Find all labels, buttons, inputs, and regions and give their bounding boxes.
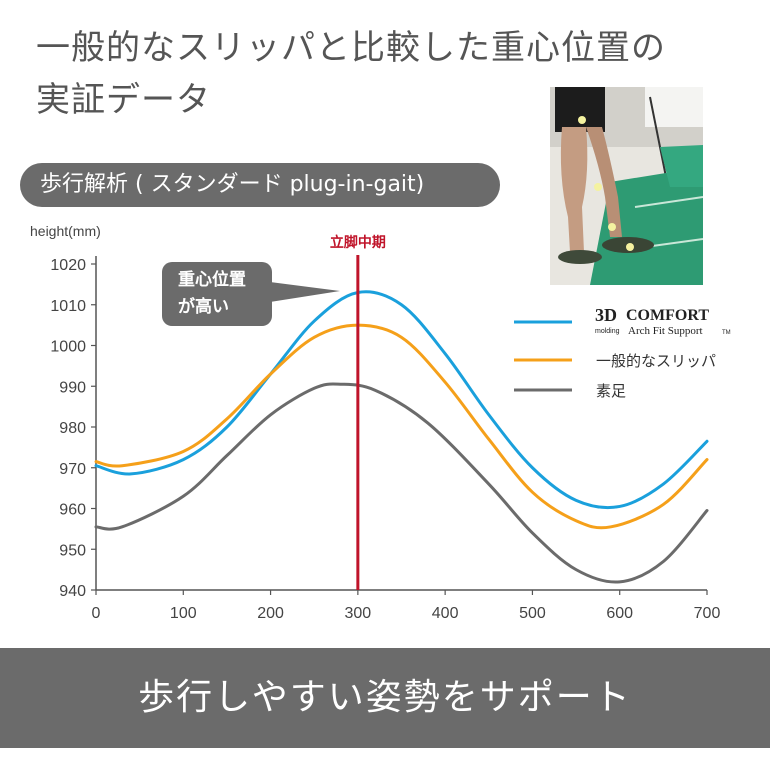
legend-label-barefoot: 素足 — [596, 382, 626, 400]
series-lines — [94, 290, 709, 584]
axes — [91, 256, 708, 595]
footer-banner: 歩行しやすい姿勢をサポート — [0, 648, 770, 748]
y-axis-label: height(mm) — [30, 223, 101, 239]
y-tick-label: 990 — [59, 379, 86, 396]
page-title-line2: 実証データ — [36, 80, 211, 120]
callout: 重心位置 が高い — [162, 262, 340, 326]
x-tick-label: 500 — [519, 605, 546, 622]
x-tick-label: 300 — [345, 605, 372, 622]
x-tick-labels: 0 100 200 300 400 500 600 700 — [92, 605, 721, 622]
series-line-barefoot — [94, 382, 709, 584]
y-tick-label: 960 — [59, 502, 86, 519]
legend-brand-sub: Arch Fit Support — [628, 325, 703, 337]
y-tick-label: 950 — [59, 542, 86, 559]
callout-box — [162, 262, 272, 326]
analysis-badge: 歩行解析 ( スタンダード plug-in-gait) — [20, 163, 500, 207]
x-tick-label: 600 — [606, 605, 633, 622]
gait-photo-illustration — [550, 87, 703, 285]
chart: height(mm) 94095096097098099010001010102… — [30, 223, 731, 622]
y-tick-label: 940 — [59, 583, 86, 600]
callout-line1: 重心位置 — [178, 269, 246, 290]
midstance-marker: 立脚中期 — [330, 234, 386, 590]
y-tick-label: 1020 — [50, 257, 86, 274]
series-line-comfort — [94, 290, 709, 510]
x-tick-label: 100 — [170, 605, 197, 622]
x-tick-label: 200 — [257, 605, 284, 622]
x-tick-label: 0 — [92, 605, 101, 622]
callout-line2: が高い — [178, 296, 229, 317]
callout-pointer — [270, 282, 340, 302]
y-tick-labels: 940 950 960 970 980 990 1000 1010 1020 — [50, 257, 86, 600]
y-tick-label: 980 — [59, 420, 86, 437]
x-tick-label: 400 — [432, 605, 459, 622]
y-tick-label: 1000 — [50, 339, 86, 356]
series-line-slipper — [94, 323, 709, 530]
page-title-line1: 一般的なスリッパと比較した重心位置の — [36, 28, 666, 68]
legend-brand-3d: 3D — [595, 305, 617, 325]
x-tick-label: 700 — [694, 605, 721, 622]
y-tick-label: 1010 — [50, 298, 86, 315]
legend-brand-word: COMFORT — [626, 307, 709, 324]
legend-brand-small: molding — [595, 328, 620, 335]
y-tick-label: 970 — [59, 461, 86, 478]
legend: 3D COMFORT molding Arch Fit Support TM 一… — [514, 305, 731, 400]
legend-label-slipper: 一般的なスリッパ — [596, 352, 716, 370]
legend-brand-tm: TM — [722, 330, 731, 336]
midstance-label: 立脚中期 — [330, 234, 386, 251]
gait-photo — [550, 87, 703, 285]
